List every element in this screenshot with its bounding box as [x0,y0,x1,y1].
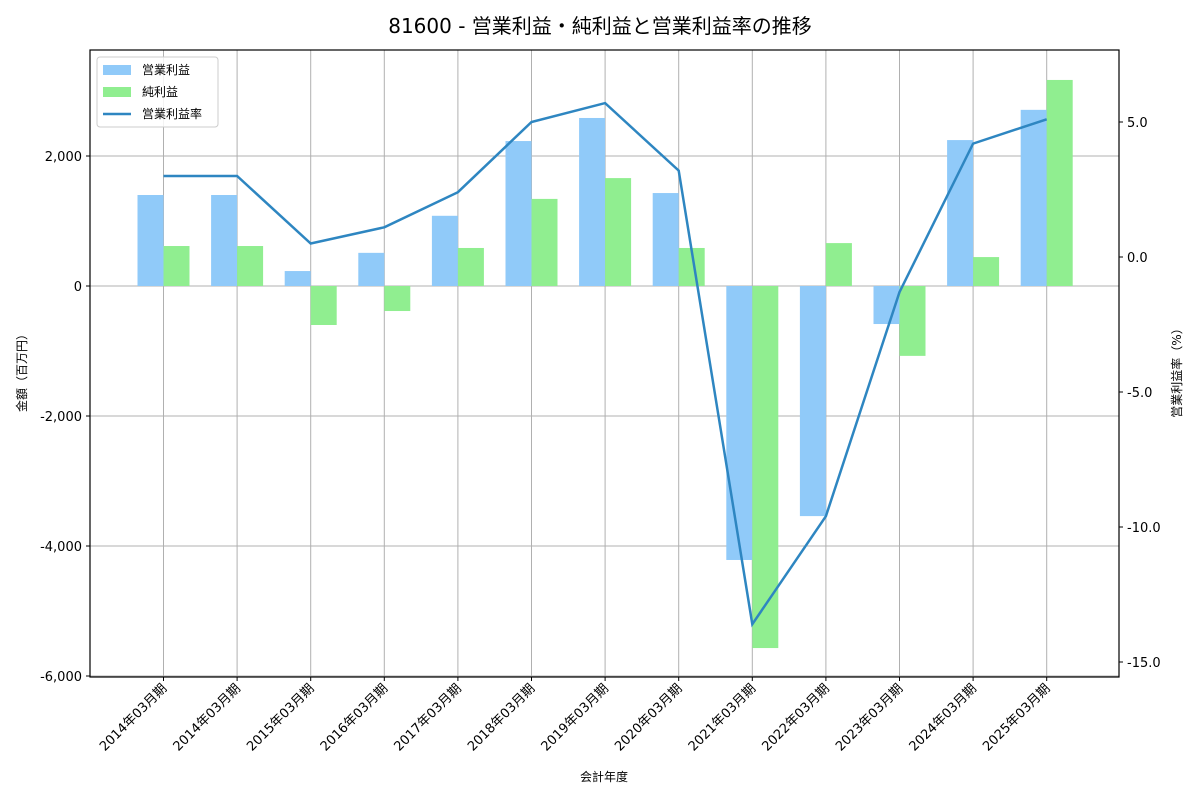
bar-net-profit [752,286,779,649]
bar-operating-profit [358,252,385,286]
bar-operating-profit [947,140,974,286]
bar-operating-profit [137,195,164,286]
bar-net-profit [531,198,558,286]
bar-net-profit [384,286,411,312]
bar-operating-profit [579,117,606,286]
x-tick-label: 2016年03月期 [318,681,391,754]
chart-title: 81600 - 営業利益・純利益と営業利益率の推移 [388,14,812,38]
y2-axis-label: 営業利益率（%） [1169,322,1184,417]
x-tick-label: 2014年03月期 [97,681,170,754]
y-tick-label: -4,000 [40,540,82,555]
x-tick-label: 2025年03月期 [980,681,1053,754]
x-tick-label: 2015年03月期 [244,681,317,754]
legend-swatch [103,87,131,97]
y-tick-label: 0 [74,280,82,295]
bar-net-profit [1046,79,1073,286]
x-tick-label: 2020年03月期 [612,681,685,754]
bar-net-profit [825,243,852,286]
bars [137,79,1073,649]
bar-operating-profit [211,195,238,286]
bar-operating-profit [799,286,826,517]
bar-operating-profit [726,286,753,560]
y2-tick-label: -10.0 [1127,521,1161,536]
bar-operating-profit [505,141,532,286]
bar-net-profit [237,246,264,286]
bar-operating-profit [431,215,458,286]
y-axis-label: 金額（百万円） [14,328,29,412]
x-tick-label: 2017年03月期 [391,681,464,754]
bar-net-profit [605,178,632,286]
bar-net-profit [457,247,484,286]
y-tick-label: 2,000 [45,150,82,165]
y2-tick-label: 0.0 [1127,251,1148,266]
bar-net-profit [899,286,926,356]
x-tick-label: 2024年03月期 [907,681,980,754]
legend-label: 営業利益率 [142,106,202,121]
y2-tick-label: 5.0 [1127,116,1148,131]
bar-net-profit [310,286,337,325]
y-tick-label: -2,000 [40,410,82,425]
x-tick-label: 2019年03月期 [539,681,612,754]
legend-label: 純利益 [142,85,178,99]
bar-net-profit [973,257,1000,286]
margin-line [163,101,1048,628]
legend-swatch [103,65,131,75]
bar-operating-profit [1020,109,1047,286]
x-tick-label: 2014年03月期 [171,681,244,754]
bar-operating-profit [284,271,311,286]
y2-tick-label: -5.0 [1127,386,1152,401]
x-axis-label: 会計年度 [580,769,628,784]
x-tick-label: 2018年03月期 [465,681,538,754]
y-tick-label: -6,000 [40,670,82,685]
x-tick-label: 2022年03月期 [759,681,832,754]
legend-label: 営業利益 [142,63,190,77]
x-tick-label: 2021年03月期 [686,681,759,754]
x-tick-label: 2023年03月期 [833,681,906,754]
y2-tick-label: -15.0 [1127,656,1161,671]
bar-net-profit [163,246,190,286]
bar-operating-profit [652,193,679,286]
